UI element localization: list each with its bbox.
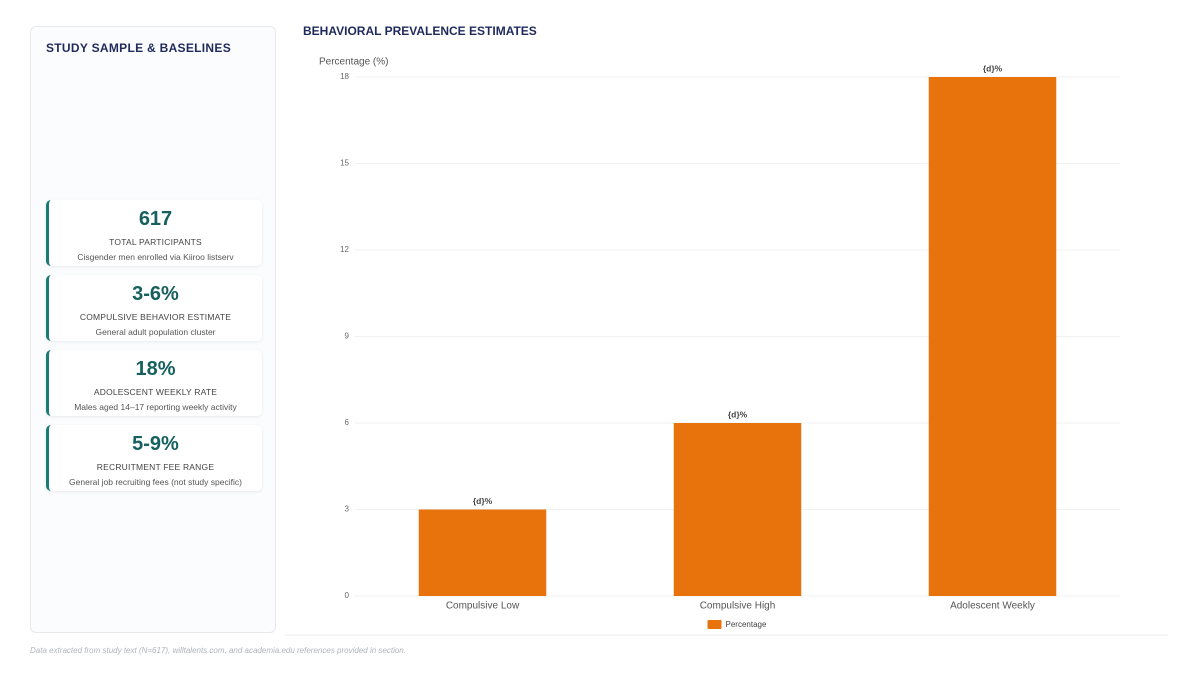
y-tick-label: 3 bbox=[345, 505, 350, 514]
stat-card: 5-9% RECRUITMENT FEE RANGE General job r… bbox=[46, 425, 262, 491]
legend-label: Percentage bbox=[726, 620, 767, 629]
value-label: {d}% bbox=[983, 63, 1003, 73]
stat-label: RECRUITMENT FEE RANGE bbox=[96, 462, 215, 472]
stat-label: TOTAL PARTICIPANTS bbox=[109, 237, 202, 247]
y-tick-label: 12 bbox=[340, 245, 349, 254]
y-tick-label: 18 bbox=[340, 72, 349, 81]
panel-title: STUDY SAMPLE & BASELINES bbox=[46, 41, 232, 55]
stat-card: 3-6% COMPULSIVE BEHAVIOR ESTIMATE Genera… bbox=[46, 275, 262, 341]
value-label: {d}% bbox=[728, 409, 748, 419]
stat-value: 18% bbox=[135, 358, 176, 380]
stat-note: General adult population cluster bbox=[95, 327, 216, 337]
stat-note: General job recruiting fees (not study s… bbox=[69, 477, 242, 487]
stat-value: 5-9% bbox=[132, 433, 179, 455]
y-tick-label: 15 bbox=[340, 159, 349, 168]
y-tick-label: 6 bbox=[345, 418, 350, 427]
stat-note: Males aged 14–17 reporting weekly activi… bbox=[74, 402, 237, 412]
x-tick-label: Adolescent Weekly bbox=[950, 601, 1035, 612]
footer: Data extracted from study text (N=617), … bbox=[30, 646, 406, 655]
stat-card: 617 TOTAL PARTICIPANTS Cisgender men enr… bbox=[46, 200, 262, 266]
stat-note: Cisgender men enrolled via Kiiroo listse… bbox=[77, 252, 234, 262]
chart-title: BEHAVIORAL PREVALENCE ESTIMATES bbox=[303, 24, 537, 38]
y-tick-label: 9 bbox=[345, 332, 350, 341]
stat-label: ADOLESCENT WEEKLY RATE bbox=[93, 387, 218, 397]
stat-card: 18% ADOLESCENT WEEKLY RATE Males aged 14… bbox=[46, 350, 262, 416]
stat-value: 3-6% bbox=[132, 283, 179, 305]
value-label: {d}% bbox=[473, 496, 493, 506]
x-tick-label: Compulsive Low bbox=[446, 601, 520, 612]
y-tick-label: 0 bbox=[345, 591, 350, 600]
bar bbox=[673, 423, 802, 596]
bar bbox=[928, 77, 1057, 596]
stat-value: 617 bbox=[138, 208, 173, 230]
stats-panel: STUDY SAMPLE & BASELINES 617 TOTAL PARTI… bbox=[30, 26, 276, 633]
legend-swatch bbox=[707, 620, 722, 629]
stat-label: COMPULSIVE BEHAVIOR ESTIMATE bbox=[79, 312, 232, 322]
y-axis-label: Percentage (%) bbox=[319, 57, 388, 68]
x-tick-label: Compulsive High bbox=[700, 601, 776, 612]
bar bbox=[418, 509, 547, 596]
